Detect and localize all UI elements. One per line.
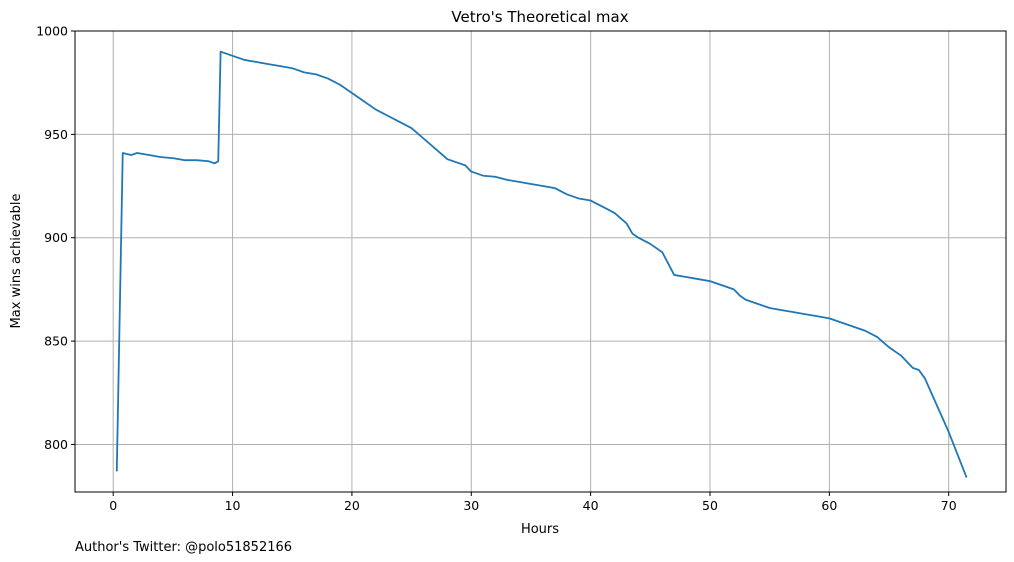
x-tick-label: 10 <box>225 498 241 513</box>
y-tick-label: 900 <box>44 230 68 245</box>
x-tick-label: 30 <box>463 498 479 513</box>
x-tick-label: 60 <box>821 498 837 513</box>
author-twitter-note: Author's Twitter: @polo51852166 <box>75 540 292 555</box>
chart-title: Vetro's Theoretical max <box>451 8 628 26</box>
x-axis-title: Hours <box>521 522 559 537</box>
x-tick-label: 70 <box>941 498 957 513</box>
series-layer <box>115 50 968 478</box>
x-tick-label: 0 <box>109 498 117 513</box>
max-wins-series-line <box>115 50 968 478</box>
y-tick-label: 800 <box>44 437 68 452</box>
grid <box>75 30 1006 492</box>
y-tick-label: 850 <box>44 334 68 349</box>
plot-frame <box>74 30 1007 493</box>
x-tick-label: 50 <box>702 498 718 513</box>
axis-ticks: 0 10 20 30 40 50 60 70 800 850 900 950 1000 <box>36 24 957 514</box>
y-tick-label: 950 <box>44 127 68 142</box>
y-axis-title: Max wins achievable <box>9 194 24 329</box>
x-tick-label: 20 <box>344 498 360 513</box>
x-tick-label: 40 <box>583 498 599 513</box>
y-tick-label: 1000 <box>36 24 68 39</box>
